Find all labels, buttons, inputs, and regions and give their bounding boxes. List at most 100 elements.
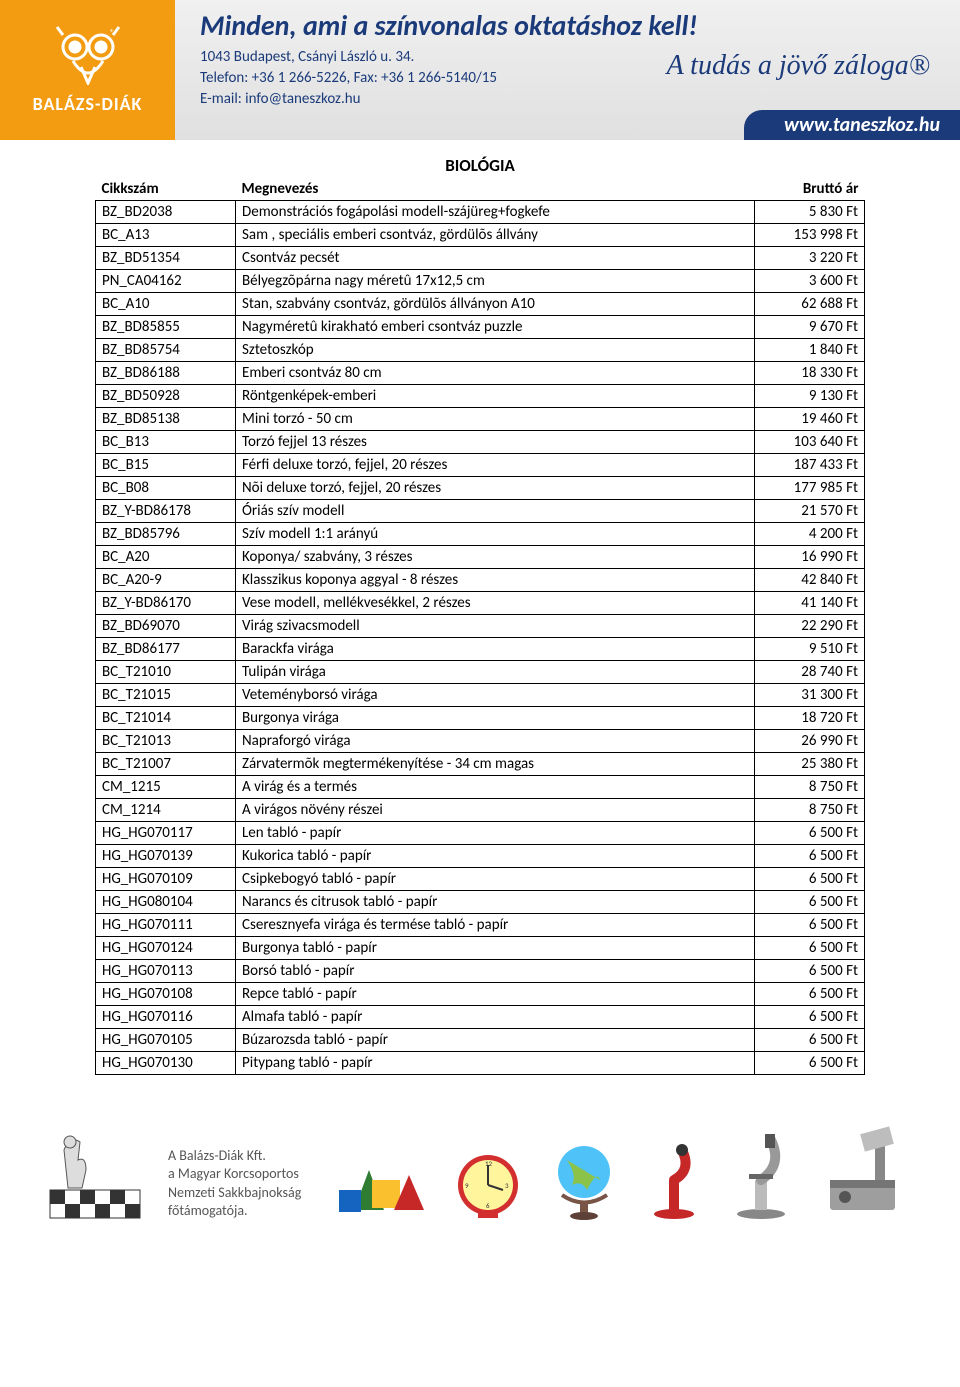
cell-name: Sam , speciális emberi csontváz, gördülõ…	[236, 224, 755, 247]
cell-price: 6 500 Ft	[755, 1006, 865, 1029]
table-row: BZ_Y-BD86178Óriás szív modell21 570 Ft	[96, 500, 865, 523]
cell-sku: BC_T21007	[96, 753, 236, 776]
cell-price: 42 840 Ft	[755, 569, 865, 592]
table-row: BZ_BD86177Barackfa virága9 510 Ft	[96, 638, 865, 661]
svg-text:®: ®	[110, 28, 114, 38]
table-row: BC_A20-9Klasszikus koponya aggyal - 8 ré…	[96, 569, 865, 592]
table-row: BC_A10Stan, szabvány csontváz, gördülõs …	[96, 293, 865, 316]
chess-icon	[40, 1130, 150, 1220]
cell-name: Nõi deluxe torzó, fejjel, 20 részes	[236, 477, 755, 500]
cell-sku: HG_HG070139	[96, 845, 236, 868]
cell-name: Veteményborsó virága	[236, 684, 755, 707]
table-row: BC_B15Férfi deluxe torzó, fejjel, 20 rés…	[96, 454, 865, 477]
svg-text:3: 3	[505, 1181, 509, 1190]
cell-sku: BC_T21013	[96, 730, 236, 753]
cell-name: Virág szivacsmodell	[236, 615, 755, 638]
footer-icons: 12369	[319, 1125, 920, 1220]
cell-sku: BC_B13	[96, 431, 236, 454]
cell-sku: BC_A20	[96, 546, 236, 569]
cell-name: Mini torzó - 50 cm	[236, 408, 755, 431]
cell-sku: BZ_BD50928	[96, 385, 236, 408]
table-row: HG_HG070124Burgonya tabló - papír6 500 F…	[96, 937, 865, 960]
cell-name: Burgonya tabló - papír	[236, 937, 755, 960]
svg-text:6: 6	[486, 1201, 490, 1210]
cell-price: 6 500 Ft	[755, 937, 865, 960]
content-area: BIOLÓGIA Cikkszám Megnevezés Bruttó ár B…	[0, 140, 960, 1105]
cell-price: 6 500 Ft	[755, 891, 865, 914]
shapes-icon	[334, 1150, 424, 1220]
cell-sku: BZ_BD85138	[96, 408, 236, 431]
cell-price: 25 380 Ft	[755, 753, 865, 776]
cell-sku: HG_HG070111	[96, 914, 236, 937]
cell-price: 103 640 Ft	[755, 431, 865, 454]
cell-sku: BZ_BD86188	[96, 362, 236, 385]
table-row: BZ_BD50928Röntgenképek-emberi9 130 Ft	[96, 385, 865, 408]
table-row: CM_1215A virág és a termés8 750 Ft	[96, 776, 865, 799]
table-row: HG_HG070105Búzarozsda tabló - papír6 500…	[96, 1029, 865, 1052]
cell-price: 6 500 Ft	[755, 1052, 865, 1075]
email-line: E-mail: info@taneszkoz.hu	[200, 89, 960, 110]
cell-sku: BC_T21010	[96, 661, 236, 684]
cell-name: Burgonya virága	[236, 707, 755, 730]
cell-price: 4 200 Ft	[755, 523, 865, 546]
cell-price: 6 500 Ft	[755, 868, 865, 891]
projector-icon	[820, 1125, 905, 1220]
cell-name: Almafa tabló - papír	[236, 1006, 755, 1029]
slogan: Minden, ami a színvonalas oktatáshoz kel…	[200, 8, 960, 43]
cell-sku: BC_B08	[96, 477, 236, 500]
table-row: HG_HG070111Cseresznyefa virága és termés…	[96, 914, 865, 937]
cell-name: Kukorica tabló - papír	[236, 845, 755, 868]
cell-name: Stan, szabvány csontváz, gördülõs állván…	[236, 293, 755, 316]
cell-name: Repce tabló - papír	[236, 983, 755, 1006]
cell-price: 187 433 Ft	[755, 454, 865, 477]
cell-price: 6 500 Ft	[755, 983, 865, 1006]
cell-name: Barackfa virága	[236, 638, 755, 661]
cell-name: Pitypang tabló - papír	[236, 1052, 755, 1075]
cell-sku: BZ_BD85855	[96, 316, 236, 339]
cell-name: A virág és a termés	[236, 776, 755, 799]
table-header-row: Cikkszám Megnevezés Bruttó ár	[96, 178, 865, 201]
cell-name: Csipkebogyó tabló - papír	[236, 868, 755, 891]
cell-name: Torzó fejjel 13 részes	[236, 431, 755, 454]
website-url: www.taneszkoz.hu	[744, 110, 960, 140]
cell-price: 1 840 Ft	[755, 339, 865, 362]
cell-name: Sztetoszkóp	[236, 339, 755, 362]
cell-sku: BZ_Y-BD86170	[96, 592, 236, 615]
cell-price: 28 740 Ft	[755, 661, 865, 684]
tagline: A tudás a jövő záloga®	[667, 50, 930, 82]
cell-sku: BZ_BD51354	[96, 247, 236, 270]
cell-price: 18 330 Ft	[755, 362, 865, 385]
cell-sku: BC_B15	[96, 454, 236, 477]
cell-name: Bélyegzõpárna nagy méretû 17x12,5 cm	[236, 270, 755, 293]
cell-sku: HG_HG070108	[96, 983, 236, 1006]
table-row: BZ_BD69070Virág szivacsmodell22 290 Ft	[96, 615, 865, 638]
cell-sku: BC_A13	[96, 224, 236, 247]
cell-name: Demonstrációs fogápolási modell-szájüreg…	[236, 201, 755, 224]
cell-sku: HG_HG070109	[96, 868, 236, 891]
col-name: Megnevezés	[236, 178, 755, 201]
cell-sku: HG_HG080104	[96, 891, 236, 914]
cell-sku: HG_HG070130	[96, 1052, 236, 1075]
table-row: BZ_Y-BD86170Vese modell, mellékvesékkel,…	[96, 592, 865, 615]
cell-sku: BZ_BD86177	[96, 638, 236, 661]
cell-sku: HG_HG070117	[96, 822, 236, 845]
cell-sku: PN_CA04162	[96, 270, 236, 293]
sponsor-line: Nemzeti Sakkbajnokság	[168, 1184, 301, 1202]
cell-name: Szív modell 1:1 arányú	[236, 523, 755, 546]
cell-name: Vese modell, mellékvesékkel, 2 részes	[236, 592, 755, 615]
cell-name: Cseresznyefa virága és termése tabló - p…	[236, 914, 755, 937]
table-row: PN_CA04162Bélyegzõpárna nagy méretû 17x1…	[96, 270, 865, 293]
cell-name: A virágos növény részei	[236, 799, 755, 822]
table-row: BC_T21010Tulipán virága28 740 Ft	[96, 661, 865, 684]
cell-price: 9 670 Ft	[755, 316, 865, 339]
cell-price: 6 500 Ft	[755, 822, 865, 845]
table-row: HG_HG070117Len tabló - papír6 500 Ft	[96, 822, 865, 845]
cell-price: 22 290 Ft	[755, 615, 865, 638]
cell-sku: BC_T21014	[96, 707, 236, 730]
table-row: BZ_BD2038Demonstrációs fogápolási modell…	[96, 201, 865, 224]
cell-price: 153 998 Ft	[755, 224, 865, 247]
table-row: BZ_BD85754Sztetoszkóp1 840 Ft	[96, 339, 865, 362]
cell-name: Narancs és citrusok tabló - papír	[236, 891, 755, 914]
cell-sku: BC_A20-9	[96, 569, 236, 592]
col-price: Bruttó ár	[755, 178, 865, 201]
